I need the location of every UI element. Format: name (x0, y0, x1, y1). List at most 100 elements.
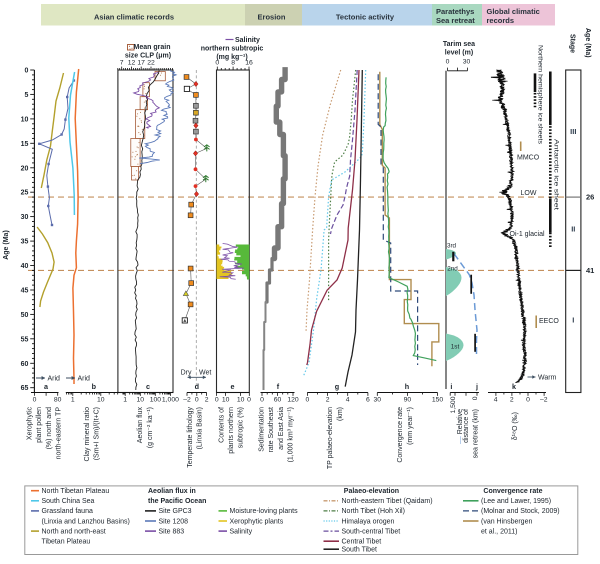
svg-text:(Molnar and Stock, 2009): (Molnar and Stock, 2009) (481, 508, 560, 515)
svg-text:North and north-east: North and north-east (42, 528, 106, 535)
svg-text:35: 35 (21, 239, 29, 246)
svg-text:5: 5 (24, 92, 28, 99)
svg-text:Xerophytic plants: Xerophytic plants (230, 518, 284, 525)
svg-text:55: 55 (21, 336, 29, 343)
svg-text:rate Southeast: rate Southeast (268, 407, 275, 453)
svg-text:Warm: Warm (538, 375, 557, 382)
svg-text:North Tibet (Hoh Xil): North Tibet (Hoh Xil) (342, 508, 405, 515)
svg-text:30: 30 (21, 214, 29, 221)
svg-text:3rd: 3rd (447, 243, 457, 250)
svg-text:Oi-1 glacial: Oi-1 glacial (510, 231, 545, 238)
svg-text:d: d (195, 382, 199, 391)
svg-text:North-eastern Tibet (Qaidam): North-eastern Tibet (Qaidam) (342, 498, 433, 505)
svg-text:1,000: 1,000 (162, 397, 179, 404)
svg-text:and East Asia: and East Asia (278, 407, 285, 450)
svg-text:30: 30 (463, 59, 471, 66)
svg-text:4: 4 (346, 397, 350, 404)
svg-text:Grassland fauna: Grassland fauna (42, 508, 93, 515)
svg-text:10: 10 (237, 397, 245, 404)
svg-text:2: 2 (205, 397, 209, 404)
svg-text:1,500: 1,500 (450, 396, 457, 413)
svg-text:26: 26 (586, 193, 594, 202)
svg-text:2: 2 (510, 397, 514, 404)
svg-text:60: 60 (274, 397, 282, 404)
svg-text:Asian climatic records: Asian climatic records (94, 12, 174, 21)
svg-text:Global climatic: Global climatic (487, 7, 540, 16)
svg-text:(Lee and Lawer, 1995): (Lee and Lawer, 1995) (481, 498, 551, 505)
svg-text:50: 50 (21, 312, 29, 319)
svg-text:Arid: Arid (48, 376, 61, 383)
svg-text:j: j (475, 382, 478, 391)
svg-text:Stage: Stage (569, 34, 576, 53)
svg-text:60: 60 (21, 361, 29, 368)
svg-text:0: 0 (195, 397, 199, 404)
svg-text:65: 65 (21, 385, 29, 392)
svg-text:Convergence rate: Convergence rate (397, 407, 404, 463)
svg-text:I: I (572, 316, 574, 325)
svg-text:(Sm+I Sm)/(It+C): (Sm+I Sm)/(It+C) (94, 407, 101, 460)
svg-text:plants northern: plants northern (228, 407, 235, 454)
svg-text:Erosion: Erosion (258, 12, 286, 21)
svg-text:15: 15 (21, 141, 29, 148)
svg-text:records: records (487, 16, 515, 25)
svg-text:22: 22 (147, 60, 155, 67)
svg-text:2: 2 (326, 397, 330, 404)
svg-text:II: II (571, 225, 575, 234)
svg-text:Aeolian flux: Aeolian flux (137, 407, 144, 444)
svg-text:10: 10 (97, 397, 105, 404)
svg-text:g: g (335, 382, 339, 391)
svg-text:(Linxia and Lanzhou Basins): (Linxia and Lanzhou Basins) (42, 518, 130, 525)
svg-text:sea retreat (km): sea retreat (km) (473, 409, 480, 458)
svg-text:Site 1208: Site 1208 (159, 518, 189, 525)
svg-text:8: 8 (231, 60, 235, 67)
svg-text:South Tibet: South Tibet (342, 547, 377, 554)
svg-text:0: 0 (446, 59, 450, 66)
svg-text:90: 90 (404, 397, 412, 404)
svg-text:c: c (146, 382, 150, 391)
svg-text:(1,000 km³ myr⁻¹): (1,000 km³ myr⁻¹) (287, 407, 294, 462)
svg-text:Sea retreat: Sea retreat (436, 16, 475, 25)
svg-text:Himalaya orogen: Himalaya orogen (342, 518, 395, 525)
svg-text:1: 1 (123, 397, 127, 404)
svg-text:Wet: Wet (199, 370, 211, 377)
svg-text:northern subtropic: northern subtropic (201, 46, 264, 53)
svg-text:45: 45 (21, 288, 29, 295)
svg-text:Tectonic activity: Tectonic activity (336, 12, 395, 21)
svg-text:TP palaeo-elevation: TP palaeo-elevation (327, 407, 334, 469)
svg-text:(van Hinsbergen: (van Hinsbergen (481, 518, 532, 525)
svg-text:20: 20 (21, 165, 29, 172)
svg-text:Age (Ma): Age (Ma) (584, 28, 591, 58)
svg-text:Convergence rate: Convergence rate (483, 488, 542, 495)
svg-text:120: 120 (287, 397, 299, 404)
svg-text:a: a (44, 382, 49, 391)
svg-text:17: 17 (137, 60, 145, 67)
svg-text:Northern hemisphere ice sheets: Northern hemisphere ice sheets (537, 45, 544, 145)
svg-text:0: 0 (260, 397, 264, 404)
svg-text:Site GPC3: Site GPC3 (159, 508, 192, 515)
svg-text:10: 10 (21, 116, 29, 123)
svg-text:7: 7 (120, 60, 124, 67)
svg-text:–– Relative: –– Relative (457, 409, 464, 444)
svg-text:Age (Ma): Age (Ma) (3, 230, 10, 260)
svg-text:1: 1 (71, 397, 75, 404)
svg-text:Antarctic ice sheet: Antarctic ice sheet (553, 139, 560, 210)
svg-text:Arid: Arid (78, 376, 91, 383)
svg-text:Clay mineral ratio: Clay mineral ratio (84, 407, 91, 462)
svg-text:0: 0 (526, 397, 530, 404)
svg-text:0: 0 (306, 397, 310, 404)
svg-text:2nd: 2nd (447, 266, 458, 273)
svg-text:e: e (231, 382, 235, 391)
svg-text:III: III (570, 127, 576, 136)
svg-text:Mean grain: Mean grain (134, 44, 171, 51)
svg-text:(%) north and: (%) north and (46, 407, 53, 450)
svg-text:1st: 1st (451, 344, 460, 351)
svg-text:f: f (277, 382, 280, 391)
svg-text:16: 16 (245, 60, 253, 67)
svg-text:Aeolian flux in: Aeolian flux in (148, 488, 196, 495)
svg-text:the Pacific Ocean: the Pacific Ocean (148, 498, 206, 505)
svg-text:(mg kg⁻¹): (mg kg⁻¹) (216, 54, 247, 61)
svg-text:north-eastern TP: north-eastern TP (55, 407, 62, 460)
svg-text:12: 12 (128, 60, 136, 67)
svg-text:0: 0 (247, 397, 251, 404)
svg-text:Site 883: Site 883 (159, 528, 185, 535)
